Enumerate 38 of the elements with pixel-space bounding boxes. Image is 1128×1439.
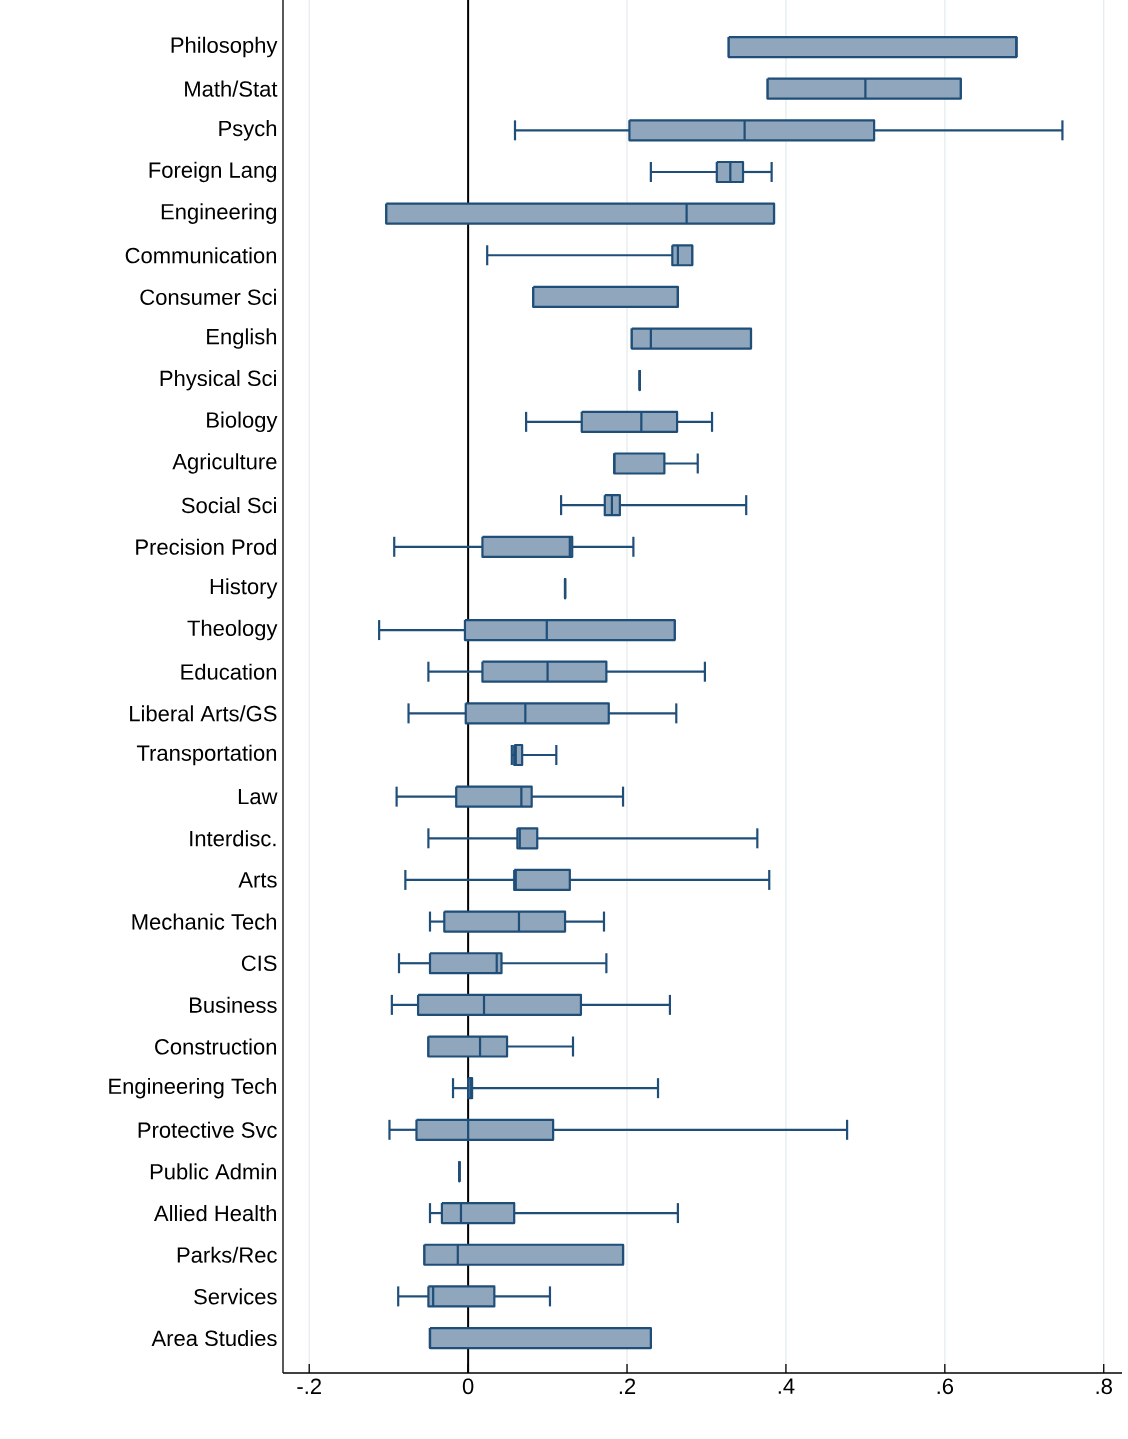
- y-tick-label: Psych: [219, 120, 277, 141]
- x-tick-label: .6: [937, 1378, 954, 1395]
- x-tick-label: -.2: [297, 1378, 321, 1394]
- y-tick-label: Interdisc.: [190, 830, 276, 847]
- y-tick-label: History: [210, 578, 278, 599]
- y-tick-label: Engineering Tech: [109, 1077, 277, 1099]
- y-tick-label: Services: [194, 1288, 277, 1305]
- y-tick-label: Education: [181, 663, 277, 680]
- y-tick-label: Law: [238, 788, 278, 805]
- x-tick-label: .4: [778, 1378, 795, 1394]
- y-tick-label: Liberal Arts/GS: [130, 705, 277, 722]
- y-tick-label: Business: [190, 996, 277, 1013]
- x-tick-label: 0: [462, 1378, 474, 1395]
- y-tick-label: English: [207, 328, 277, 349]
- y-tick-label: Consumer Sci: [140, 288, 276, 305]
- y-tick-label: Precision Prod: [136, 538, 277, 555]
- x-tick-label: .8: [1096, 1378, 1112, 1395]
- y-tick-label: Arts: [238, 872, 277, 888]
- y-tick-label: Construction: [155, 1038, 277, 1055]
- y-tick-label: Parks/Rec: [177, 1246, 277, 1263]
- y-tick-label: Public Admin: [150, 1163, 276, 1180]
- y-tick-label: Philosophy: [171, 36, 278, 58]
- y-tick-label: Protective Svc: [138, 1121, 277, 1138]
- y-tick-label: Transportation: [136, 744, 277, 766]
- y-tick-label: Physical Sci: [160, 369, 276, 391]
- y-tick-label: Foreign Lang: [149, 161, 277, 183]
- y-tick-label: Mechanic Tech: [132, 913, 277, 930]
- y-tick-label: Agriculture: [172, 453, 277, 474]
- y-tick-label: CIS: [241, 955, 277, 972]
- y-tick-label: Communication: [125, 247, 277, 264]
- y-tick-label: Area Studies: [151, 1329, 277, 1347]
- y-tick-label: Social Sci: [181, 497, 276, 514]
- y-tick-label: Theology: [187, 619, 278, 641]
- y-tick-label: Engineering: [161, 203, 277, 224]
- x-tick-label: .2: [619, 1378, 636, 1394]
- y-tick-label: Math/Stat: [185, 80, 278, 97]
- y-tick-label: Biology: [207, 411, 278, 433]
- y-tick-label: Allied Health: [154, 1205, 276, 1222]
